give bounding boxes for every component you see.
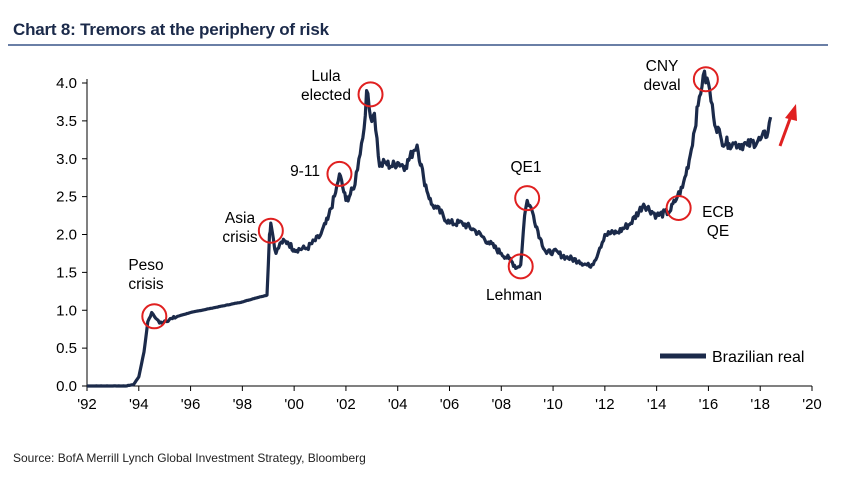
annotation-label: crisis — [222, 229, 258, 246]
annotation-label: crisis — [128, 276, 164, 293]
x-tick-label: '08 — [492, 396, 512, 413]
x-tick-label: '20 — [802, 396, 822, 413]
x-tick-label: '06 — [440, 396, 460, 413]
annotation-circle — [141, 303, 168, 330]
y-tick-label: 1.5 — [56, 264, 77, 281]
y-tick-label: 1.0 — [56, 302, 77, 319]
annotation-label: deval — [643, 77, 680, 94]
legend-label: Brazilian real — [712, 349, 804, 366]
annotation-label: CNY — [646, 58, 679, 75]
annotation-label: 9-11 — [290, 163, 320, 180]
x-tick-label: '18 — [750, 396, 770, 413]
x-tick-label: '16 — [699, 396, 719, 413]
x-tick-label: '92 — [77, 396, 97, 413]
x-tick-label: '12 — [595, 396, 615, 413]
trend-arrow-shaft — [778, 115, 793, 147]
y-tick-label: 3.5 — [56, 113, 77, 130]
annotation-label: Asia — [225, 210, 256, 227]
x-tick-label: '14 — [647, 396, 667, 413]
x-tick-label: '10 — [543, 396, 563, 413]
annotation-label: ECB — [702, 204, 734, 221]
series-layer — [86, 69, 773, 388]
y-tick-label: 4.0 — [56, 75, 77, 92]
legend: Brazilian real — [660, 349, 804, 366]
axes: 0.0 0.5 1.0 1.5 2.0 2.5 3.0 3.5 4.0 '92 '94 '96 '98 '… — [56, 75, 822, 413]
annotation-label: elected — [301, 87, 351, 104]
y-tick-label: 0.0 — [56, 378, 77, 395]
trend-arrow-head — [785, 104, 797, 121]
annotation-label: Lehman — [486, 287, 542, 304]
x-tick-label: '02 — [336, 396, 356, 413]
title-divider — [8, 44, 828, 46]
annotation-circle — [665, 194, 692, 221]
annotation-circle — [514, 185, 541, 212]
source-note: Source: BofA Merrill Lynch Global Invest… — [13, 451, 366, 465]
annotation-circle — [507, 253, 534, 280]
chart-title: Chart 8: Tremors at the periphery of ris… — [13, 20, 329, 39]
annotation-circle — [326, 160, 353, 187]
x-tick-label: '04 — [388, 396, 408, 413]
y-tick-label: 2.0 — [56, 227, 77, 244]
trend-arrow — [778, 104, 797, 147]
x-tick-label: '98 — [233, 396, 253, 413]
series-line-brazilian-real — [86, 69, 773, 388]
annotation-circle — [257, 217, 284, 244]
annotation-label: Lula — [311, 68, 341, 85]
annotation-label: QE1 — [510, 159, 541, 176]
annotation-circle — [692, 66, 719, 93]
annotation-label: Peso — [128, 257, 163, 274]
y-tick-label: 3.0 — [56, 151, 77, 168]
annotation-label: QE — [707, 223, 729, 240]
x-tick-label: '96 — [181, 396, 201, 413]
annotation-circle — [357, 81, 384, 108]
x-tick-label: '00 — [284, 396, 304, 413]
annotations-layer: Peso crisis Asia crisis 9-11 Lula elected QE1 Le… — [128, 58, 734, 330]
x-tick-label: '94 — [129, 396, 149, 413]
y-tick-label: 0.5 — [56, 340, 77, 357]
y-tick-label: 2.5 — [56, 189, 77, 206]
